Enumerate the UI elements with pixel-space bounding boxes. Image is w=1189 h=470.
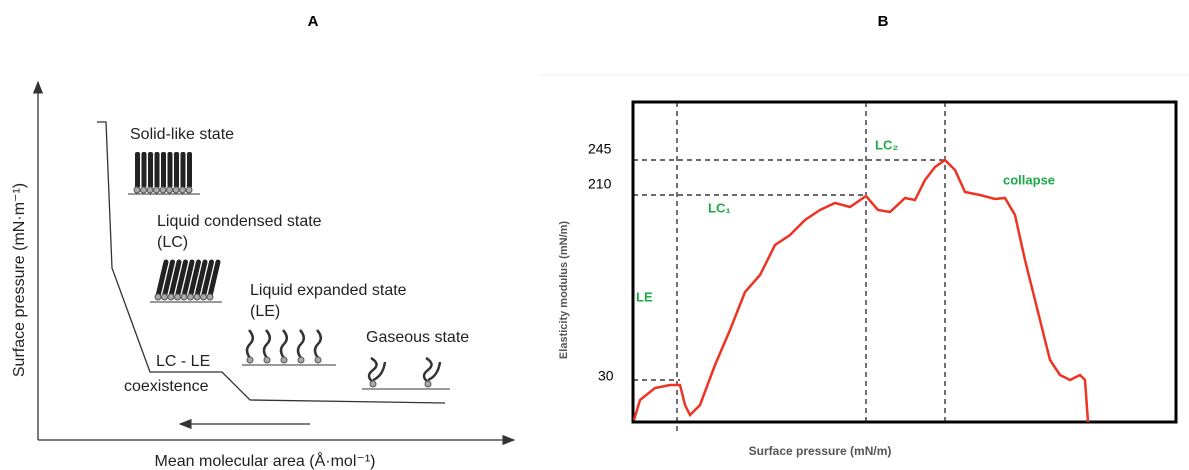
guide-lines	[633, 102, 945, 432]
molecule-part	[298, 357, 304, 363]
phase-label: LE	[636, 289, 653, 304]
molecule-part	[370, 381, 376, 387]
phase-label: LC₂	[875, 137, 898, 152]
molecule-part	[315, 330, 321, 358]
molecule-part	[134, 187, 140, 193]
molecule-part	[142, 152, 147, 188]
molecule-part	[174, 152, 179, 188]
molecule-part	[162, 294, 168, 300]
x-axis-label: Mean molecular area (Å·mol⁻¹)	[155, 451, 376, 470]
molecule-part	[247, 357, 253, 363]
y-axis-label: Surface pressure (mN·m⁻¹)	[11, 183, 28, 377]
x-axis-label: Surface pressure (mN/m)	[749, 444, 892, 458]
molecule-part	[425, 381, 431, 387]
panel-b: 245 210 30 LC₂ collapse LC₁ LE Elasticit…	[540, 75, 1189, 458]
molecule-part	[154, 187, 160, 193]
state-label: (LE)	[250, 303, 280, 320]
molecule-part	[187, 152, 192, 188]
state-label: coexistence	[124, 378, 209, 395]
panel-label: A	[308, 13, 319, 30]
y-label: 30	[598, 368, 614, 384]
phase-label: collapse	[1003, 172, 1055, 187]
molecule-part	[168, 294, 174, 300]
molecule-part	[298, 330, 304, 358]
molecule-part	[168, 152, 173, 188]
state-label: LC - LE	[156, 353, 210, 370]
molecule-part	[180, 187, 186, 193]
panel-label: B	[878, 13, 889, 30]
y-label: 210	[588, 176, 612, 192]
phase-label: LC₁	[708, 200, 731, 215]
molecule-part	[155, 152, 160, 188]
state-label: Liquid condensed state	[157, 213, 322, 230]
state-label: Gaseous state	[366, 329, 469, 346]
plot-frame	[633, 102, 1176, 422]
state-label: (LC)	[157, 234, 188, 251]
molecule-part	[175, 294, 181, 300]
y-axis-label: Elasticity modulus (mN/m)	[558, 221, 570, 359]
molecule-part	[264, 357, 270, 363]
molecule-part	[201, 294, 207, 300]
y-label: 245	[588, 141, 612, 157]
molecule-part	[147, 187, 153, 193]
molecule-part	[369, 358, 385, 382]
molecule-part	[173, 187, 179, 193]
molecule-part	[135, 152, 140, 188]
molecule-part	[281, 357, 287, 363]
panel-a: Surface pressure (mN·m⁻¹) Mean molecular…	[11, 82, 514, 470]
molecule-part	[186, 187, 192, 193]
molecule-part	[141, 187, 147, 193]
molecule-part	[148, 152, 153, 188]
molecule-part	[161, 152, 166, 188]
molecule-part	[281, 330, 287, 358]
molecule-part	[155, 294, 161, 300]
elasticity-curve	[634, 160, 1088, 422]
molecule-part	[207, 294, 213, 300]
molecule-part	[194, 294, 200, 300]
molecule-part	[424, 358, 440, 382]
molecule-part	[247, 330, 253, 358]
figure: A B Surface pressure (mN·m⁻¹) Mean molec…	[0, 0, 1189, 470]
molecule-part	[181, 152, 186, 188]
state-label: Liquid expanded state	[250, 282, 407, 299]
molecule-part	[315, 357, 321, 363]
molecule-part	[160, 187, 166, 193]
state-label: Solid-like state	[130, 126, 234, 143]
molecule-part	[188, 294, 194, 300]
molecule-part	[167, 187, 173, 193]
molecule-part	[181, 294, 187, 300]
molecule-part	[264, 330, 270, 358]
